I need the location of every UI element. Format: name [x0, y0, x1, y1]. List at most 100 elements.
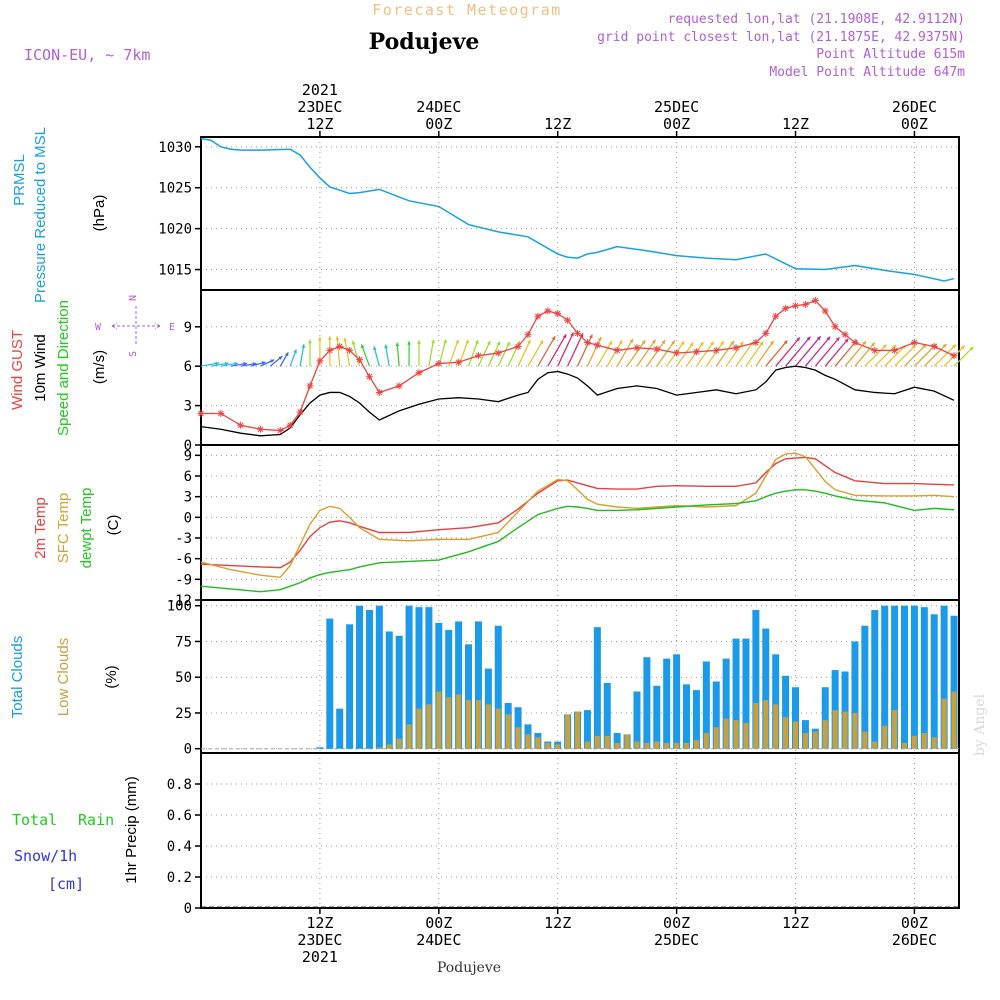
wind-arrow: [775, 336, 801, 367]
bar-low-clouds: [941, 698, 947, 749]
gust-marker: [316, 357, 324, 365]
bar-low-clouds: [842, 711, 848, 749]
point-altitude: Point Altitude 615m: [816, 47, 965, 62]
wind-arrow-head: [455, 339, 459, 344]
bar-low-clouds: [812, 731, 818, 749]
y-tick-label: 25: [175, 706, 192, 722]
wind-arrow-head: [739, 341, 744, 346]
gust-marker: [544, 307, 552, 315]
wind-arrow: [336, 336, 341, 367]
bar-low-clouds: [545, 742, 551, 749]
y-tick-label: 0: [184, 438, 192, 454]
wind-arrow-head: [343, 337, 348, 342]
label-pressure-unit: (hPa): [91, 195, 108, 232]
bar-low-clouds: [555, 744, 561, 749]
gust-marker: [762, 329, 770, 337]
wind-arrow-head: [770, 340, 774, 345]
panels: 10151020102510300369-12-9-6-303690255075…: [158, 136, 974, 917]
wind-arrow-head: [384, 344, 388, 349]
bar-low-clouds: [753, 702, 759, 749]
bar-low-clouds: [783, 717, 789, 749]
gust-marker: [554, 310, 562, 318]
gust-marker: [821, 307, 829, 315]
panel-precipitation: 0 0.2 0.4 0.6 0.8: [167, 752, 960, 917]
wind-arrow: [344, 337, 351, 367]
wind-arrow-head: [783, 340, 788, 345]
y-tick-label: 1030: [158, 140, 192, 156]
gust-marker: [306, 382, 314, 390]
wind-arrow: [557, 332, 574, 367]
bar-total-clouds: [346, 624, 354, 749]
wind-arrow-head: [661, 340, 666, 345]
bar-low-clouds: [386, 744, 392, 749]
panel-frame: [200, 752, 960, 909]
y-tick-label: -6: [175, 552, 192, 568]
bar-low-clouds: [485, 704, 491, 749]
bar-total-clouds: [712, 681, 720, 749]
bottom-time-label: 12Z: [306, 914, 333, 932]
bar-total-clouds: [871, 610, 879, 749]
wind-arrow-head: [431, 339, 435, 344]
gust-marker: [256, 425, 264, 433]
gust-marker: [633, 344, 641, 352]
wind-arrow: [755, 340, 775, 367]
bar-low-clouds: [882, 725, 888, 749]
y-tick-label: 50: [175, 670, 192, 686]
wind-arrow-head: [911, 345, 916, 350]
bar-total-clouds: [861, 625, 869, 749]
bar-low-clouds: [535, 737, 541, 749]
wind-arrow: [814, 336, 840, 367]
bar-low-clouds: [634, 741, 640, 749]
bar-low-clouds: [426, 704, 432, 749]
wind-arrow: [626, 339, 646, 367]
wind-arrow-head: [261, 361, 266, 365]
gust-marker: [395, 382, 403, 390]
wind-arrow-head: [465, 339, 469, 344]
wind-arrow: [547, 334, 567, 367]
wind-arrow: [864, 344, 887, 367]
label-snow: Snow/1h: [14, 847, 77, 865]
bottom-time-label: 26DEC: [892, 931, 937, 949]
wind-arrow: [894, 344, 916, 367]
bar-total-clouds: [415, 607, 423, 749]
wind-arrow-head: [608, 340, 612, 345]
bar-total-clouds: [613, 732, 621, 749]
y-tick-label: 0: [184, 510, 192, 526]
y-tick-label: 1025: [158, 181, 192, 197]
wind-arrow-head: [373, 346, 377, 351]
bar-low-clouds: [852, 712, 858, 749]
bar-low-clouds: [951, 691, 957, 749]
y-tick-label: 6: [184, 359, 192, 375]
wind-arrow-head: [417, 340, 421, 344]
gust-marker: [653, 345, 661, 353]
compass-n: N: [128, 295, 139, 301]
wind-arrow-head: [539, 340, 543, 345]
wind-arrow-head: [960, 345, 965, 350]
gust-marker: [237, 421, 245, 429]
wind-arrow: [596, 340, 613, 367]
bar-low-clouds: [515, 727, 521, 749]
gust-marker: [792, 302, 800, 310]
gust-marker: [801, 300, 809, 308]
bar-total-clouds: [395, 635, 403, 749]
bar-total-clouds: [435, 622, 443, 749]
bar-total-clouds: [752, 610, 760, 749]
wind-arrow-head: [243, 362, 247, 366]
wind-arrow: [384, 344, 390, 367]
wind-arrow-head: [551, 336, 556, 341]
wind-arrow-head: [629, 339, 633, 344]
wind-arrow-head: [942, 344, 947, 348]
bar-total-clouds: [702, 661, 710, 749]
gust-marker: [772, 312, 780, 320]
wind-arrow-head: [826, 336, 831, 341]
bottom-time-label: 00Z: [425, 914, 452, 932]
wind-arrow: [785, 336, 811, 367]
bar-low-clouds: [594, 735, 600, 749]
wind-arrow: [953, 346, 974, 367]
wind-arrow-head: [224, 361, 229, 366]
panel-labels: PRMSL Pressure Reduced to MSL (hPa) Wind GU…: [9, 127, 175, 893]
top-time-label: 00Z: [425, 115, 452, 133]
bar-total-clouds: [455, 621, 463, 749]
bottom-location-label: Podujeve: [437, 960, 501, 976]
bar-total-clouds: [762, 628, 770, 749]
